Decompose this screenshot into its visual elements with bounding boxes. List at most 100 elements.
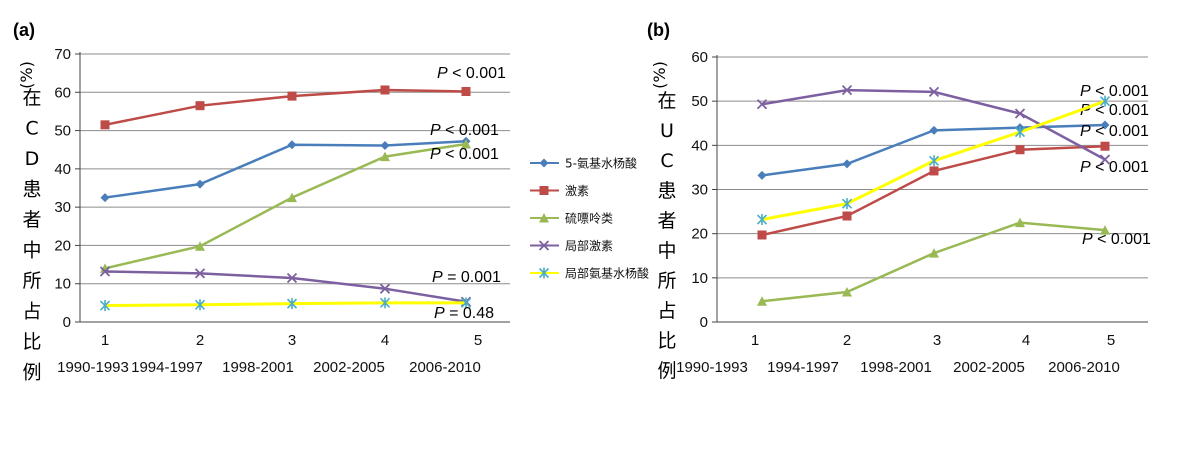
data-point [195,241,205,251]
x-tick-label: 5 [1107,332,1115,349]
data-point [380,141,390,151]
y-tick-label: 40 [54,161,71,178]
legend-entry: 局部氨基水杨酸 [530,266,649,281]
data-point [287,192,297,203]
y-tick-label: 60 [54,84,71,101]
data-point [1099,154,1111,165]
data-point [1100,141,1110,151]
y-tick-label: 50 [54,123,71,140]
series-3: P < 0.001 [756,84,1149,176]
data-point [195,179,205,189]
series-4: P = 0.48 [99,297,494,322]
data-point [1014,126,1026,138]
x-tick-label: 4 [381,332,389,349]
x-category-label: 2006-2010 [1048,359,1120,376]
chart-panel-b: (b) 0 10 20 30 40 50 60 1 2 3 4 5 1990-1993 1994-1997 1… [647,20,1151,382]
data-point [842,159,852,169]
p-value-annotation: P < 0.001 [1080,102,1149,119]
series-line [761,221,1106,303]
data-point [1100,225,1110,235]
data-point [100,120,110,130]
x-category-label: 2006-2010 [409,359,481,376]
series-3: P = 0.001 [99,266,501,307]
data-point [99,266,111,277]
data-point [756,99,768,110]
x-tick-label: 1 [751,332,759,349]
legend-marker [538,240,550,251]
data-point [1100,120,1110,130]
data-point [1014,108,1026,119]
data-point [928,86,940,98]
y-tick-label: 0 [63,314,71,331]
series-0: P < 0.001 [757,120,1149,180]
x-tick-label: 2 [843,332,851,349]
p-value-annotation: P < 0.001 [1080,159,1149,176]
data-point [287,91,297,101]
data-point [286,272,298,284]
p-value-annotation: P = 0.001 [432,269,501,286]
x-category-label: 1990-1993 [57,359,129,376]
y-tick-label: 60 [691,49,708,66]
data-point [928,155,940,167]
data-point [929,248,939,258]
legend-entry: 激素 [530,184,589,198]
y-tick-label: 0 [700,314,708,331]
y-tick-label: 40 [691,137,708,154]
legend-label: 局部激素 [565,238,613,253]
data-point [194,268,206,279]
legend-marker [539,213,549,223]
p-value-annotation: P < 0.001 [437,65,506,82]
series-line [104,142,467,270]
x-category-label: 2002-2005 [313,359,385,376]
p-value-annotation: P < 0.001 [1080,123,1149,140]
legend-label: 局部氨基水杨酸 [565,266,649,281]
p-value-annotation: P < 0.001 [430,122,499,139]
legend-entry: 硫嘌呤类 [530,211,613,226]
x-tick-label: 4 [1022,332,1030,349]
data-point [380,151,390,162]
x-category-label: 1990-1993 [676,359,748,376]
y-axis-title: 在 U C 患者中所占比例 [657,90,676,382]
data-point [756,214,768,226]
chart-panel-a: (a) 0 10 20 30 40 50 60 70 1 2 3 4 5 1990-1993 1994-199… [13,20,510,384]
series-line [104,88,467,127]
data-point [842,286,852,297]
data-point [1099,95,1111,107]
legend-marker [538,267,550,279]
series-0: P < 0.001 [100,122,499,203]
x-category-label: 1994-1997 [767,359,839,376]
legend-label: 5-氨基水杨酸 [565,156,637,171]
y-tick-label: 10 [691,270,708,287]
series-2: P < 0.001 [757,217,1151,306]
data-point [757,230,767,240]
legend-entry: 5-氨基水杨酸 [530,156,637,171]
p-value-annotation: P < 0.001 [1080,83,1149,100]
data-point [286,298,298,310]
data-point [461,87,471,97]
y-tick-label: 30 [691,182,708,199]
y-tick-label: 70 [54,46,71,63]
x-category-label: 1998-2001 [222,359,294,376]
y-axis-unit: (%) [17,61,36,89]
p-value-annotation: P < 0.001 [1082,231,1151,248]
data-point [194,299,206,311]
p-value-annotation: P < 0.001 [430,146,499,163]
y-tick-label: 20 [54,237,71,254]
series-line [104,270,467,303]
y-tick-label: 50 [691,93,708,110]
legend-label: 激素 [565,184,589,198]
data-point [842,211,852,221]
data-point [757,296,767,306]
data-point [100,193,110,203]
x-category-label: 1998-2001 [860,359,932,376]
panel-label: (a) [13,20,35,40]
data-point [379,297,391,309]
legend-marker [539,186,549,195]
y-tick-label: 10 [54,276,71,293]
data-point [929,125,939,135]
series-line [104,301,466,308]
data-point [379,283,391,294]
data-point [287,140,297,150]
